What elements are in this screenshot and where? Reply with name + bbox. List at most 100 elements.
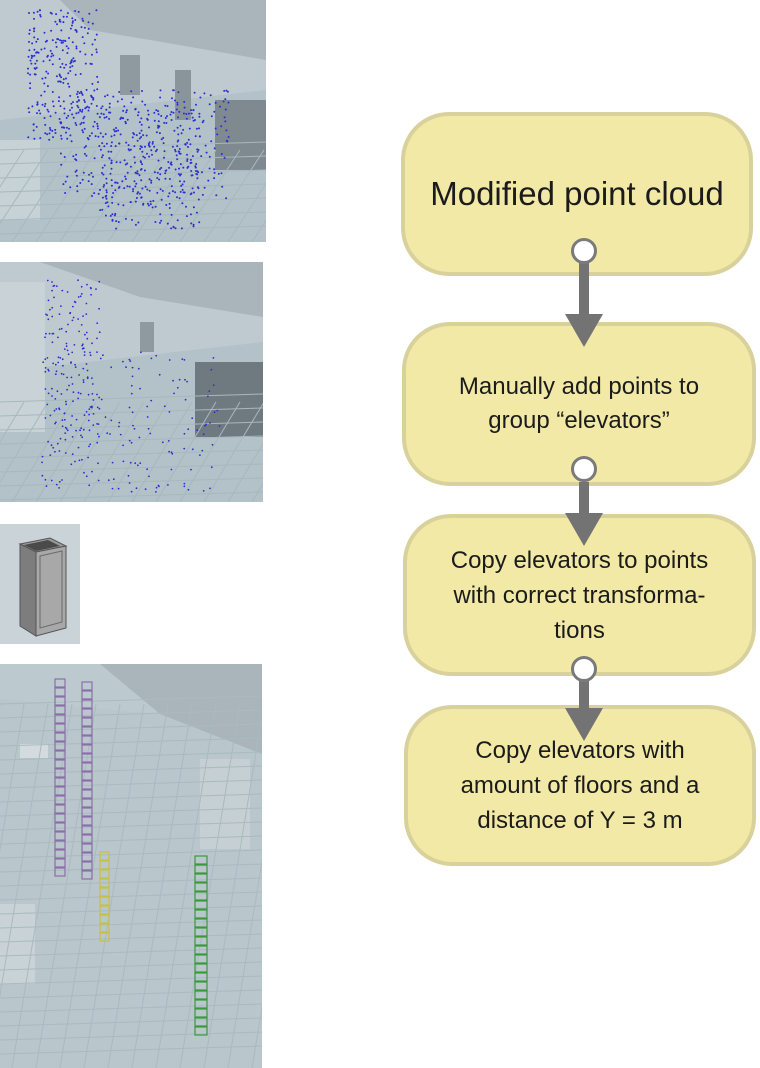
point — [136, 139, 139, 142]
point — [136, 192, 139, 195]
point — [110, 135, 113, 138]
point — [192, 206, 195, 209]
point — [108, 157, 111, 160]
point — [39, 9, 41, 12]
point — [142, 155, 145, 158]
point — [143, 156, 146, 159]
point — [193, 91, 196, 94]
point — [150, 149, 153, 152]
elevator-floor-box — [99, 914, 110, 924]
point — [110, 419, 113, 422]
point — [115, 161, 118, 164]
point — [117, 129, 120, 132]
point — [180, 227, 183, 230]
point — [213, 171, 216, 174]
point — [137, 191, 140, 194]
point — [165, 122, 168, 124]
point — [27, 67, 29, 70]
point — [196, 177, 199, 180]
point — [161, 189, 164, 192]
point — [73, 300, 76, 303]
elevator-floor-box — [81, 753, 93, 763]
elevator-floor-box — [99, 860, 110, 870]
point — [164, 117, 167, 119]
point — [44, 40, 47, 43]
point — [146, 118, 149, 121]
point — [76, 90, 79, 93]
point — [121, 117, 124, 120]
point — [81, 458, 83, 461]
point — [111, 213, 114, 216]
point — [204, 144, 207, 147]
point — [81, 17, 84, 20]
point — [209, 422, 212, 424]
point — [133, 145, 136, 148]
point — [60, 134, 62, 137]
elevator-floor-box — [54, 813, 66, 823]
point — [185, 205, 187, 208]
point — [60, 76, 63, 79]
elevator-floor-box — [54, 831, 66, 841]
point — [183, 485, 186, 488]
point — [158, 373, 161, 376]
point — [66, 429, 69, 432]
point — [76, 104, 79, 107]
point — [56, 23, 58, 26]
point — [90, 132, 93, 135]
point — [43, 31, 46, 34]
point — [70, 362, 72, 364]
point — [69, 186, 72, 189]
point — [170, 468, 173, 471]
point — [65, 15, 68, 18]
point — [179, 124, 182, 127]
point — [133, 180, 136, 183]
point — [96, 125, 99, 128]
point — [60, 137, 63, 140]
point — [92, 125, 95, 128]
point — [122, 444, 124, 447]
point — [101, 208, 104, 211]
point — [141, 150, 144, 153]
point — [117, 487, 120, 490]
point — [150, 181, 153, 184]
point — [61, 62, 64, 65]
point — [146, 152, 148, 155]
point — [109, 172, 112, 175]
point — [48, 332, 51, 335]
point — [131, 136, 134, 139]
point — [110, 159, 113, 162]
point — [70, 463, 73, 466]
point — [178, 110, 181, 113]
point — [99, 132, 102, 135]
point — [69, 134, 72, 137]
point — [190, 109, 193, 112]
point — [191, 155, 194, 158]
point — [27, 72, 29, 75]
point — [224, 108, 227, 111]
point — [132, 188, 135, 191]
point — [104, 195, 107, 198]
render-svg — [0, 0, 266, 242]
elevator-floor-box — [81, 771, 93, 781]
point — [216, 133, 219, 136]
point — [28, 32, 31, 35]
point — [83, 471, 85, 474]
point — [62, 81, 65, 84]
elevator-floor-box — [54, 723, 66, 733]
point — [67, 47, 70, 50]
point — [83, 127, 86, 130]
point — [90, 172, 93, 174]
point — [53, 284, 56, 287]
point — [84, 62, 87, 65]
point — [41, 455, 44, 458]
point — [79, 392, 82, 395]
point — [108, 111, 110, 114]
point — [80, 285, 83, 288]
point — [124, 163, 127, 166]
point — [65, 403, 68, 406]
point — [46, 357, 49, 359]
point — [87, 419, 90, 422]
point — [54, 132, 57, 134]
point — [68, 127, 70, 130]
point — [31, 105, 34, 108]
